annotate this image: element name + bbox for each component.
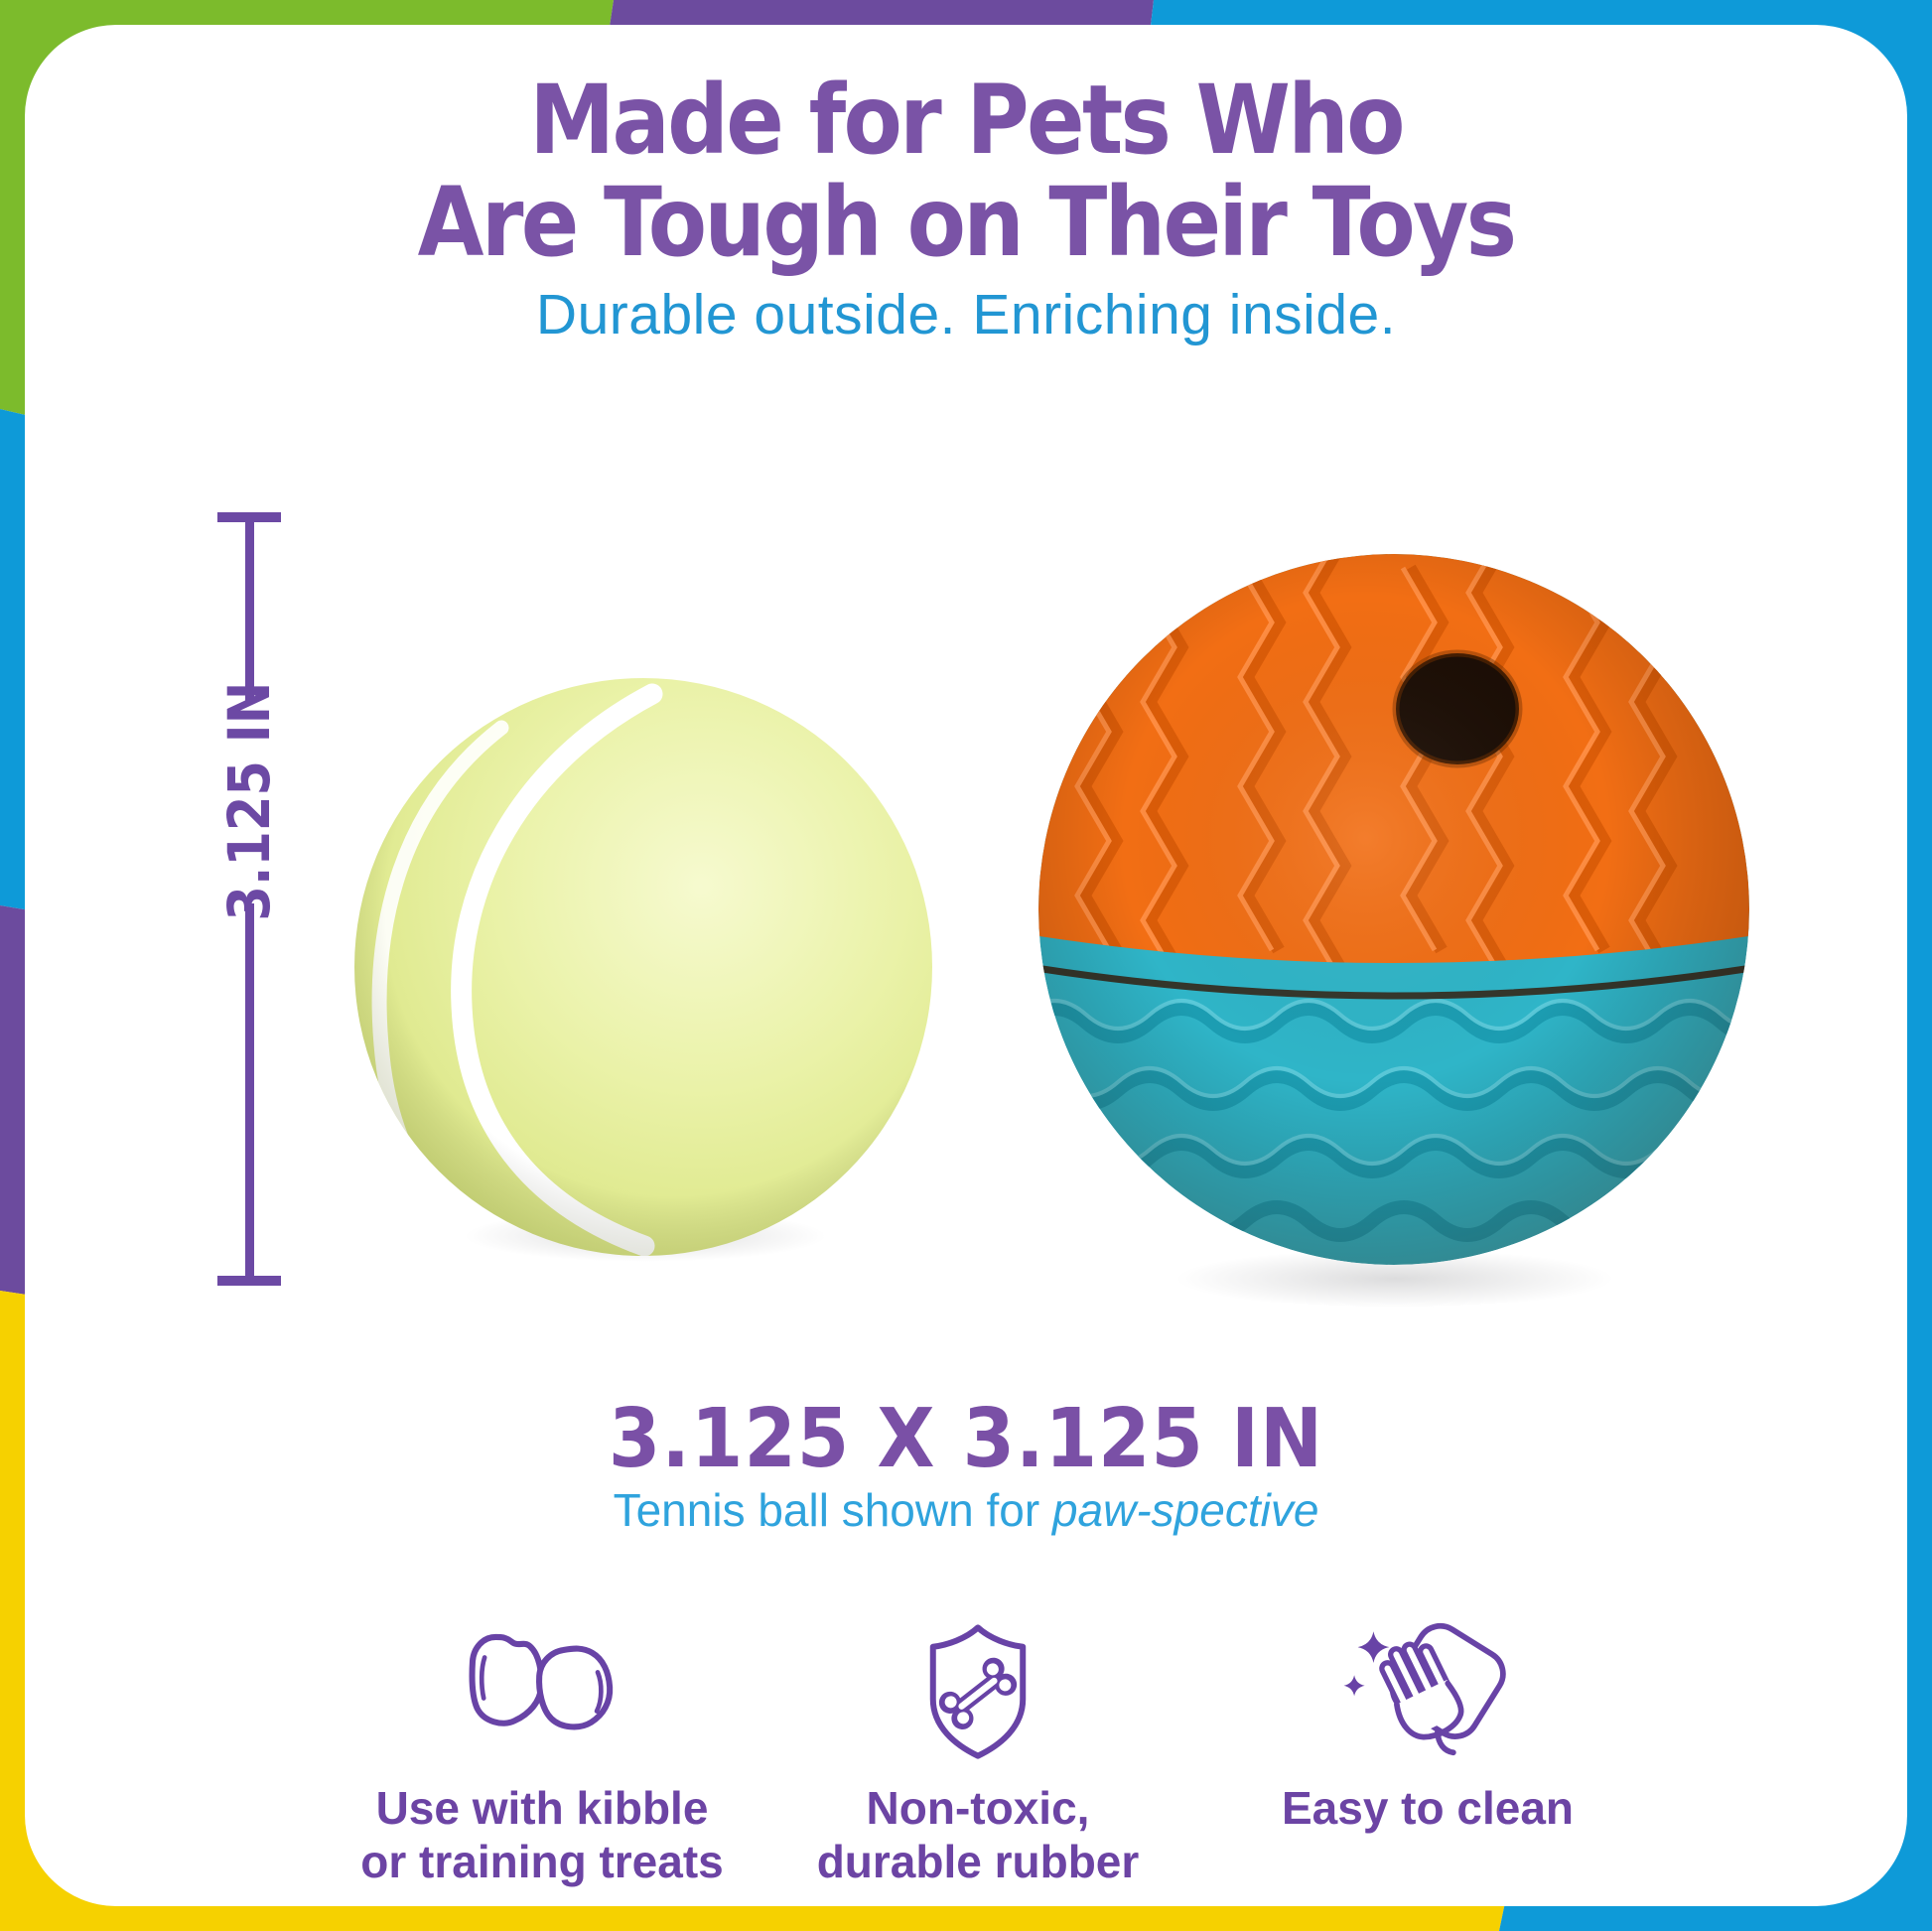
feature-nontoxic: Non-toxic, durable rubber <box>769 1616 1186 1889</box>
feature-nontoxic-label-line1: Non-toxic, <box>866 1782 1090 1834</box>
dimension-bottom-cap <box>217 1276 281 1286</box>
page-title: Made for Pets Who Are Tough on Their Toy… <box>96 69 1835 273</box>
tennis-ball-photo <box>354 678 932 1256</box>
caption-text: Tennis ball shown for <box>613 1484 1052 1536</box>
size-label: 3.125 X 3.125 IN <box>608 1392 1324 1486</box>
feature-kibble-label-line1: Use with kibble <box>375 1782 709 1834</box>
feature-nontoxic-label-line2: durable rubber <box>816 1836 1140 1888</box>
dimension-line-upper <box>245 512 254 703</box>
caption: Tennis ball shown for paw-spective <box>0 1483 1932 1537</box>
page-title-line1: Made for Pets Who <box>529 65 1405 176</box>
feature-easy-clean: Easy to clean <box>1219 1616 1636 1835</box>
wipe-clean-icon <box>1343 1622 1506 1756</box>
treat-ball-photo <box>1038 554 1749 1265</box>
caption-italic-text: paw-spective <box>1051 1484 1319 1536</box>
page-subtitle: Durable outside. Enriching inside. <box>535 283 1397 346</box>
shield-bone-icon <box>929 1624 1027 1759</box>
kibble-icon <box>469 1633 614 1730</box>
dimension-line-lower <box>245 903 254 1283</box>
page-title-line2: Are Tough on Their Toys <box>417 166 1517 278</box>
feature-kibble: Use with kibble or training treats <box>334 1616 751 1889</box>
feature-easy-clean-label-line1: Easy to clean <box>1281 1782 1575 1834</box>
feature-kibble-label-line2: or training treats <box>360 1836 724 1888</box>
